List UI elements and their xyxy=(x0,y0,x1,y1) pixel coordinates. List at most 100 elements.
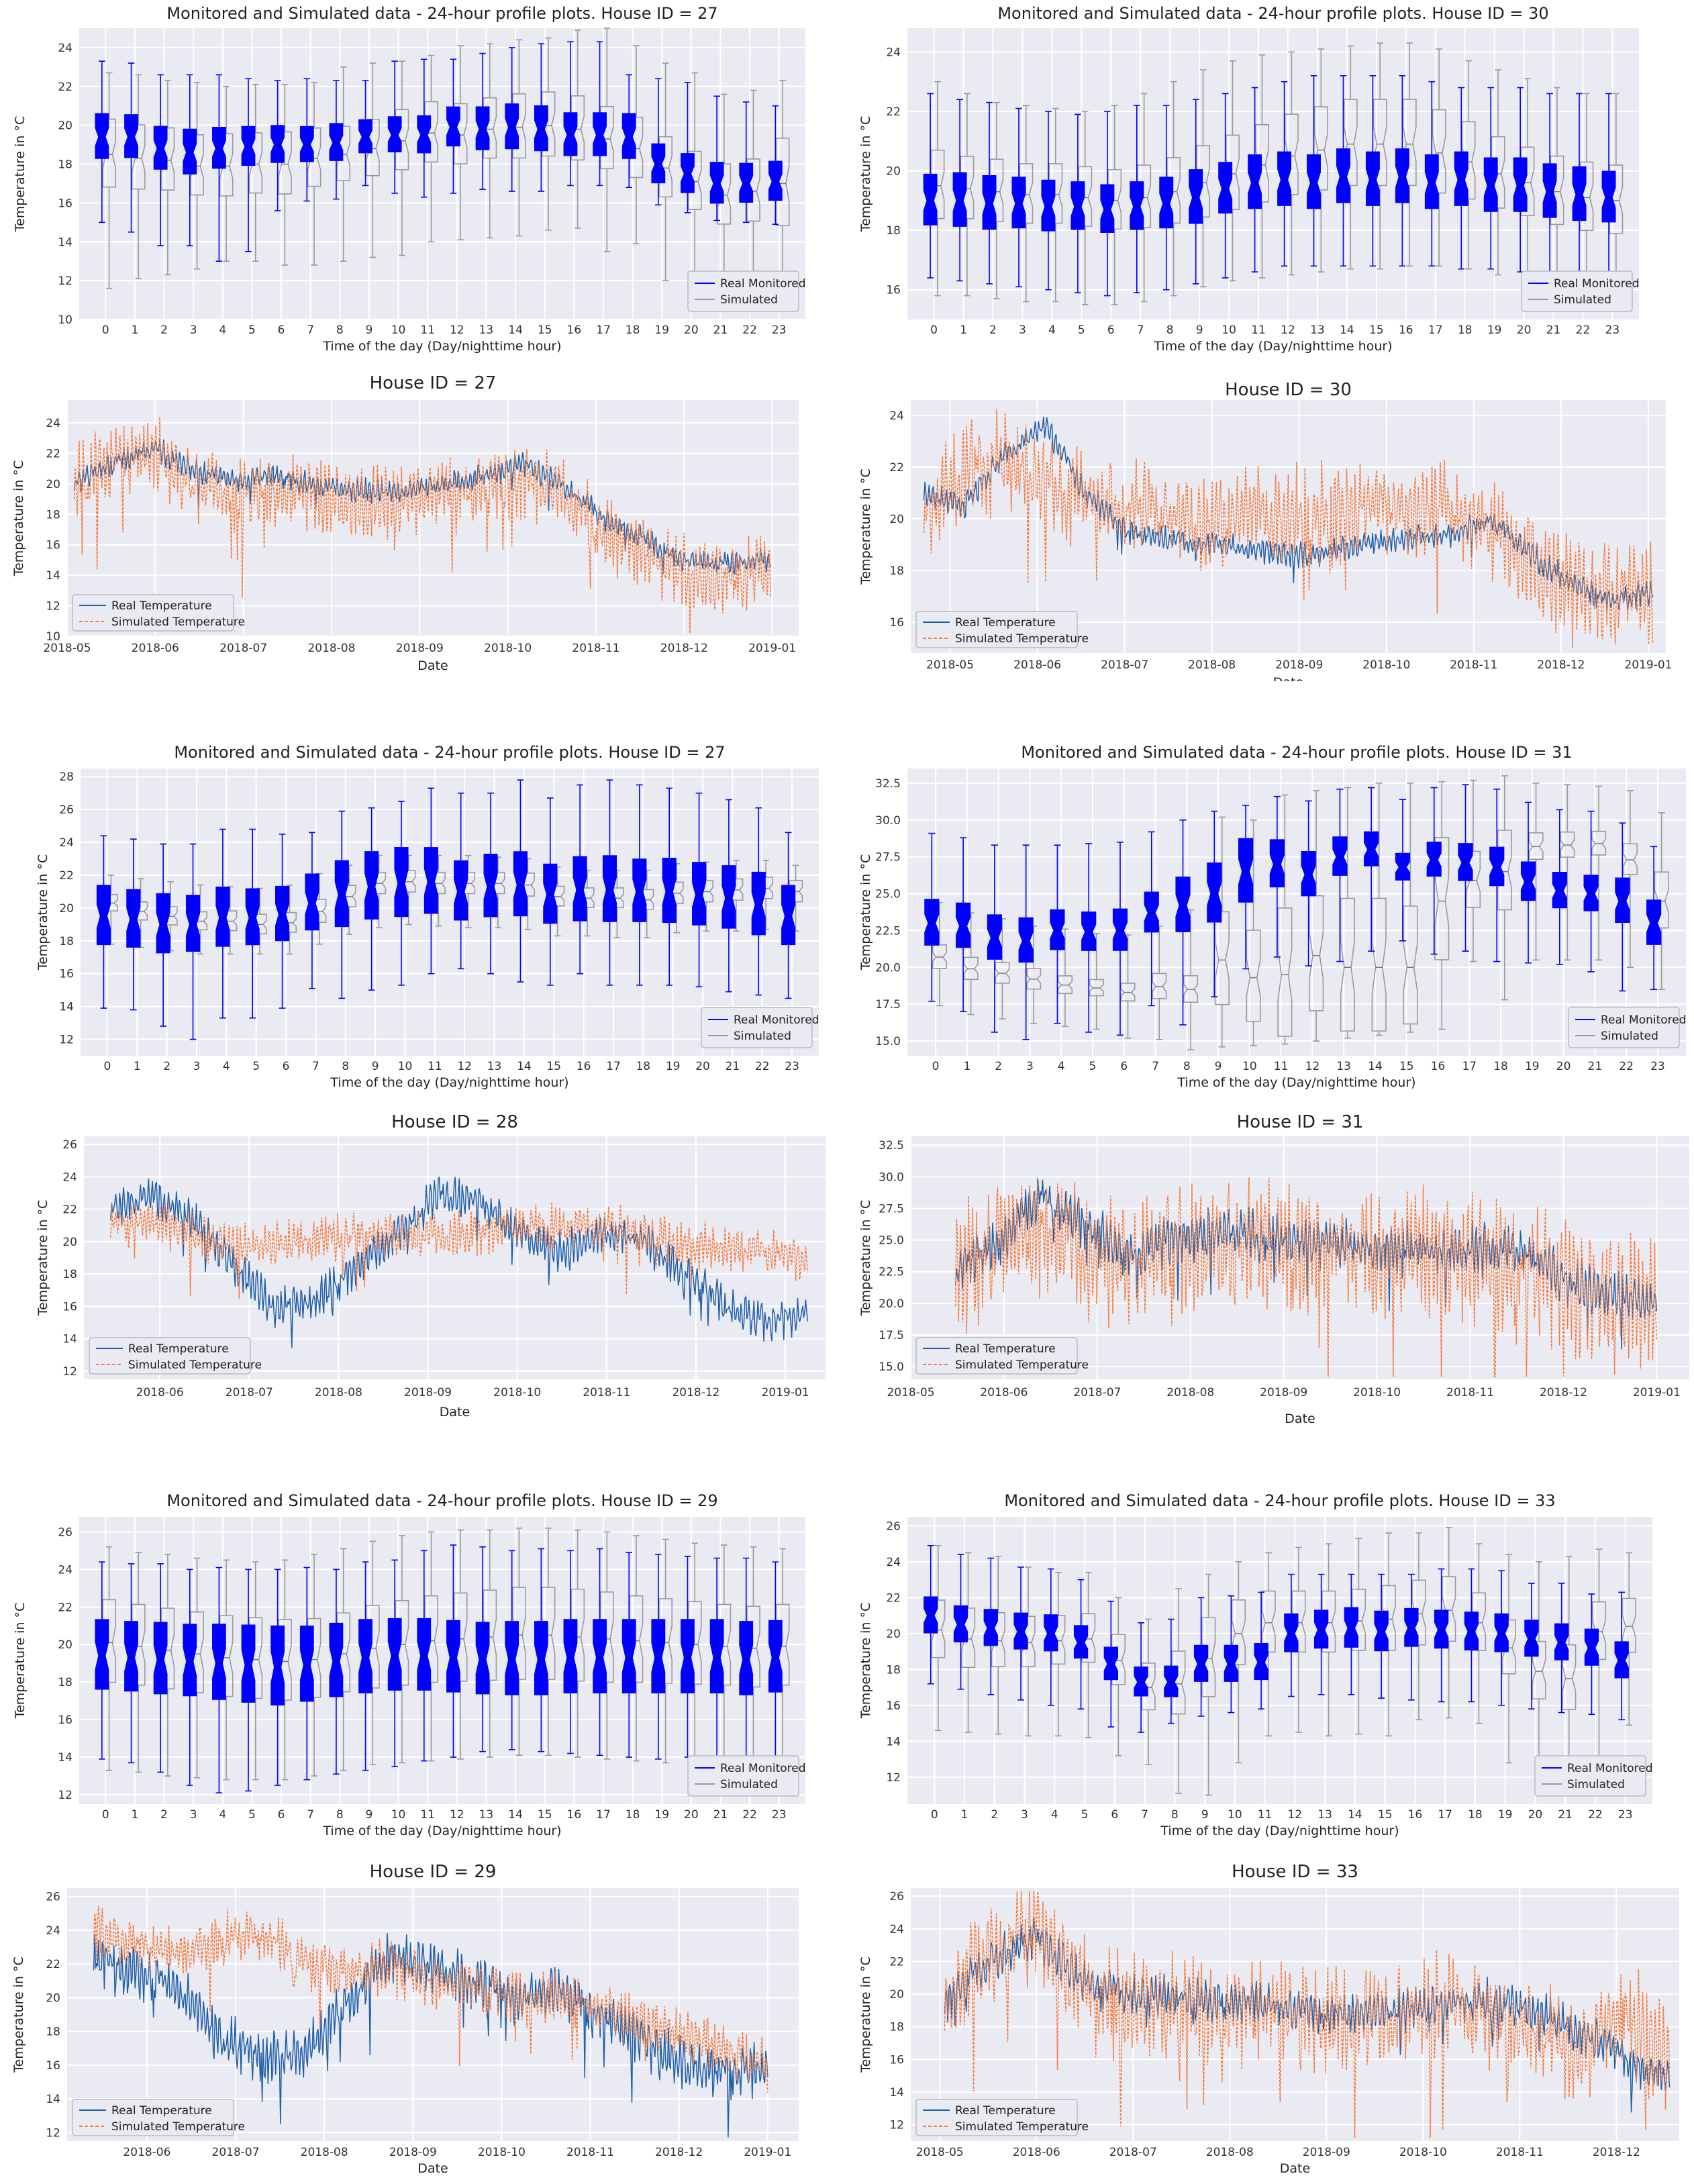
x-tick-label: 13 xyxy=(1336,1060,1351,1073)
x-tick-label: 20 xyxy=(684,324,699,337)
real-monitored-box xyxy=(1365,151,1380,206)
real-monitored-box xyxy=(1284,1613,1299,1652)
real-monitored-box xyxy=(1601,170,1616,223)
legend-real-label: Real Monitored xyxy=(1554,277,1640,291)
legend-real-label: Real Temperature xyxy=(111,599,212,613)
simulated-box xyxy=(1562,1644,1577,1710)
real-monitored-box xyxy=(95,113,109,159)
real-monitored-box xyxy=(662,858,677,924)
simulated-box xyxy=(1560,831,1575,858)
y-tick-label: 18 xyxy=(46,2026,60,2039)
simulated-box xyxy=(1622,843,1638,876)
chart-title: House ID = 31 xyxy=(1237,1112,1364,1132)
real-monitored-box xyxy=(1646,899,1662,945)
real-monitored-box xyxy=(329,1622,344,1697)
x-tick-label: 15 xyxy=(538,1808,552,1822)
x-tick-label: 11 xyxy=(1251,324,1266,337)
y-axis-label: Temperature in °C xyxy=(858,854,873,971)
x-tick-label: 2018-06 xyxy=(136,1386,184,1399)
x-tick-label: 19 xyxy=(1525,1060,1540,1073)
y-tick-label: 26 xyxy=(62,1138,77,1152)
x-tick-label: 19 xyxy=(666,1060,681,1073)
x-tick-label: 23 xyxy=(1650,1060,1665,1073)
real-monitored-box xyxy=(1218,162,1233,214)
x-tick-label: 10 xyxy=(1222,324,1236,337)
real-monitored-box xyxy=(953,1605,968,1642)
chart-title: House ID = 29 xyxy=(370,1862,497,1882)
x-tick-label: 5 xyxy=(248,1808,256,1822)
real-monitored-box xyxy=(1483,157,1498,212)
x-axis-label: Time of the day (Day/nighttime hour) xyxy=(1153,339,1392,354)
y-tick-label: 17.5 xyxy=(875,998,901,1011)
y-tick-label: 16 xyxy=(58,1714,72,1727)
x-tick-label: 10 xyxy=(391,324,406,337)
x-tick-label: 20 xyxy=(1517,324,1532,337)
x-tick-label: 16 xyxy=(1408,1808,1423,1822)
real-monitored-box xyxy=(1554,1623,1569,1660)
x-tick-label: 2 xyxy=(163,1060,170,1073)
legend-real-label: Real Monitored xyxy=(720,277,806,291)
y-axis-label: Temperature in °C xyxy=(858,1200,873,1317)
y-tick-label: 25.0 xyxy=(879,1234,904,1248)
real-monitored-box xyxy=(1224,1644,1238,1682)
real-monitored-box xyxy=(1454,151,1468,206)
x-tick-label: 18 xyxy=(636,1060,650,1073)
real-monitored-box xyxy=(126,889,141,948)
x-tick-label: 9 xyxy=(1215,1060,1222,1073)
x-tick-label: 12 xyxy=(1288,1808,1303,1822)
x-tick-label: 22 xyxy=(755,1060,770,1073)
y-tick-label: 22 xyxy=(889,1955,904,1969)
real-monitored-box xyxy=(183,128,197,175)
x-tick-label: 2 xyxy=(160,324,168,337)
simulated-box xyxy=(995,962,1010,984)
x-tick-label: 14 xyxy=(508,1808,523,1822)
real-monitored-box xyxy=(1552,871,1567,909)
y-tick-label: 24 xyxy=(46,417,60,430)
x-axis-label: Time of the day (Day/nighttime hour) xyxy=(322,339,561,354)
y-tick-label: 27.5 xyxy=(879,1202,904,1215)
real-monitored-box xyxy=(982,175,997,230)
x-axis-label: Time of the day (Day/nighttime hour) xyxy=(330,1075,568,1090)
chart-box-31: 15.017.520.022.525.027.530.032.50 1 2 3 4 5 6 7… xyxy=(858,743,1687,1090)
real-monitored-box xyxy=(651,143,666,184)
real-monitored-box xyxy=(1103,1646,1118,1681)
real-monitored-box xyxy=(95,1619,109,1690)
x-tick-label: 7 xyxy=(1137,324,1144,337)
y-axis-label: Temperature in °C xyxy=(858,1956,873,2073)
real-monitored-box xyxy=(153,1622,168,1695)
real-monitored-box xyxy=(1584,1628,1599,1666)
x-tick-label: 20 xyxy=(695,1060,710,1073)
x-tick-label: 2018-08 xyxy=(1188,658,1236,672)
legend-sim-label: Simulated Temperature xyxy=(955,2120,1089,2134)
x-tick-label: 2018-07 xyxy=(1109,2146,1157,2159)
x-tick-label: 7 xyxy=(307,1808,314,1822)
real-monitored-box xyxy=(1159,177,1174,229)
x-tick-label: 2018-05 xyxy=(43,642,91,655)
real-monitored-box xyxy=(1364,831,1379,866)
real-monitored-box xyxy=(1301,850,1316,897)
x-tick-label: 16 xyxy=(1431,1060,1446,1073)
real-monitored-box xyxy=(299,126,314,162)
x-tick-label: 13 xyxy=(1317,1808,1332,1822)
y-tick-label: 28 xyxy=(59,771,74,784)
x-tick-label: 6 xyxy=(283,1060,290,1073)
real-monitored-box xyxy=(299,1626,314,1702)
x-tick-label: 16 xyxy=(567,324,582,337)
x-tick-label: 19 xyxy=(1487,324,1502,337)
x-tick-label: 2018-06 xyxy=(132,642,179,655)
x-tick-label: 5 xyxy=(252,1060,260,1073)
legend-sim-label: Simulated Temperature xyxy=(111,615,245,629)
real-monitored-box xyxy=(709,162,724,204)
y-tick-label: 14 xyxy=(58,1751,72,1765)
real-monitored-box xyxy=(241,1624,256,1703)
real-monitored-box xyxy=(270,1625,285,1705)
simulated-box xyxy=(1340,897,1356,1032)
x-tick-label: 15 xyxy=(1369,324,1384,337)
y-tick-label: 16 xyxy=(59,968,74,981)
y-tick-label: 26 xyxy=(46,1891,60,1904)
real-monitored-box xyxy=(1277,151,1292,206)
real-monitored-box xyxy=(334,860,349,928)
x-tick-label: 8 xyxy=(342,1060,349,1073)
simulated-temperature-series xyxy=(110,1201,809,1299)
